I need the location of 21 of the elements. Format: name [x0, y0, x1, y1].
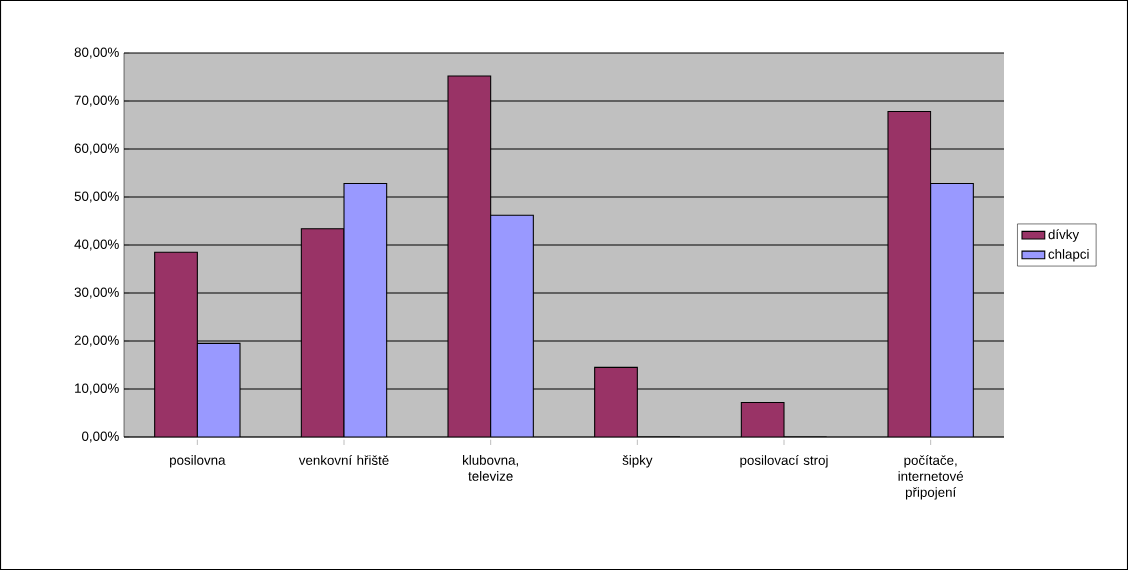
y-tick-label: 50,00% [74, 191, 119, 203]
y-tick-label: 70,00% [74, 95, 119, 107]
x-tick-label: posilovna [170, 455, 226, 468]
legend-label: chlapci [1048, 249, 1089, 262]
x-tick-label: šipky [622, 455, 653, 468]
y-tick-label: 20,00% [74, 335, 119, 347]
x-tick-label: posilovací stroj [740, 455, 828, 468]
bar [343, 183, 388, 437]
y-tick-label: 40,00% [74, 239, 119, 251]
y-tick-label: 80,00% [74, 47, 119, 59]
y-tick-label: 60,00% [74, 143, 119, 155]
x-tick-label: počítače, internetové připojení [898, 455, 964, 500]
legend-label: dívky [1048, 229, 1080, 242]
y-tick-label: 30,00% [74, 287, 119, 299]
bar [930, 183, 974, 437]
x-tick-label: klubovna, televize [463, 455, 518, 481]
y-tick-label: 10,00% [75, 383, 119, 395]
bar [490, 214, 534, 437]
x-tick-label: venkovní hřiště [298, 455, 389, 465]
bar [196, 342, 241, 437]
y-tick-label: 0,00% [82, 431, 119, 443]
